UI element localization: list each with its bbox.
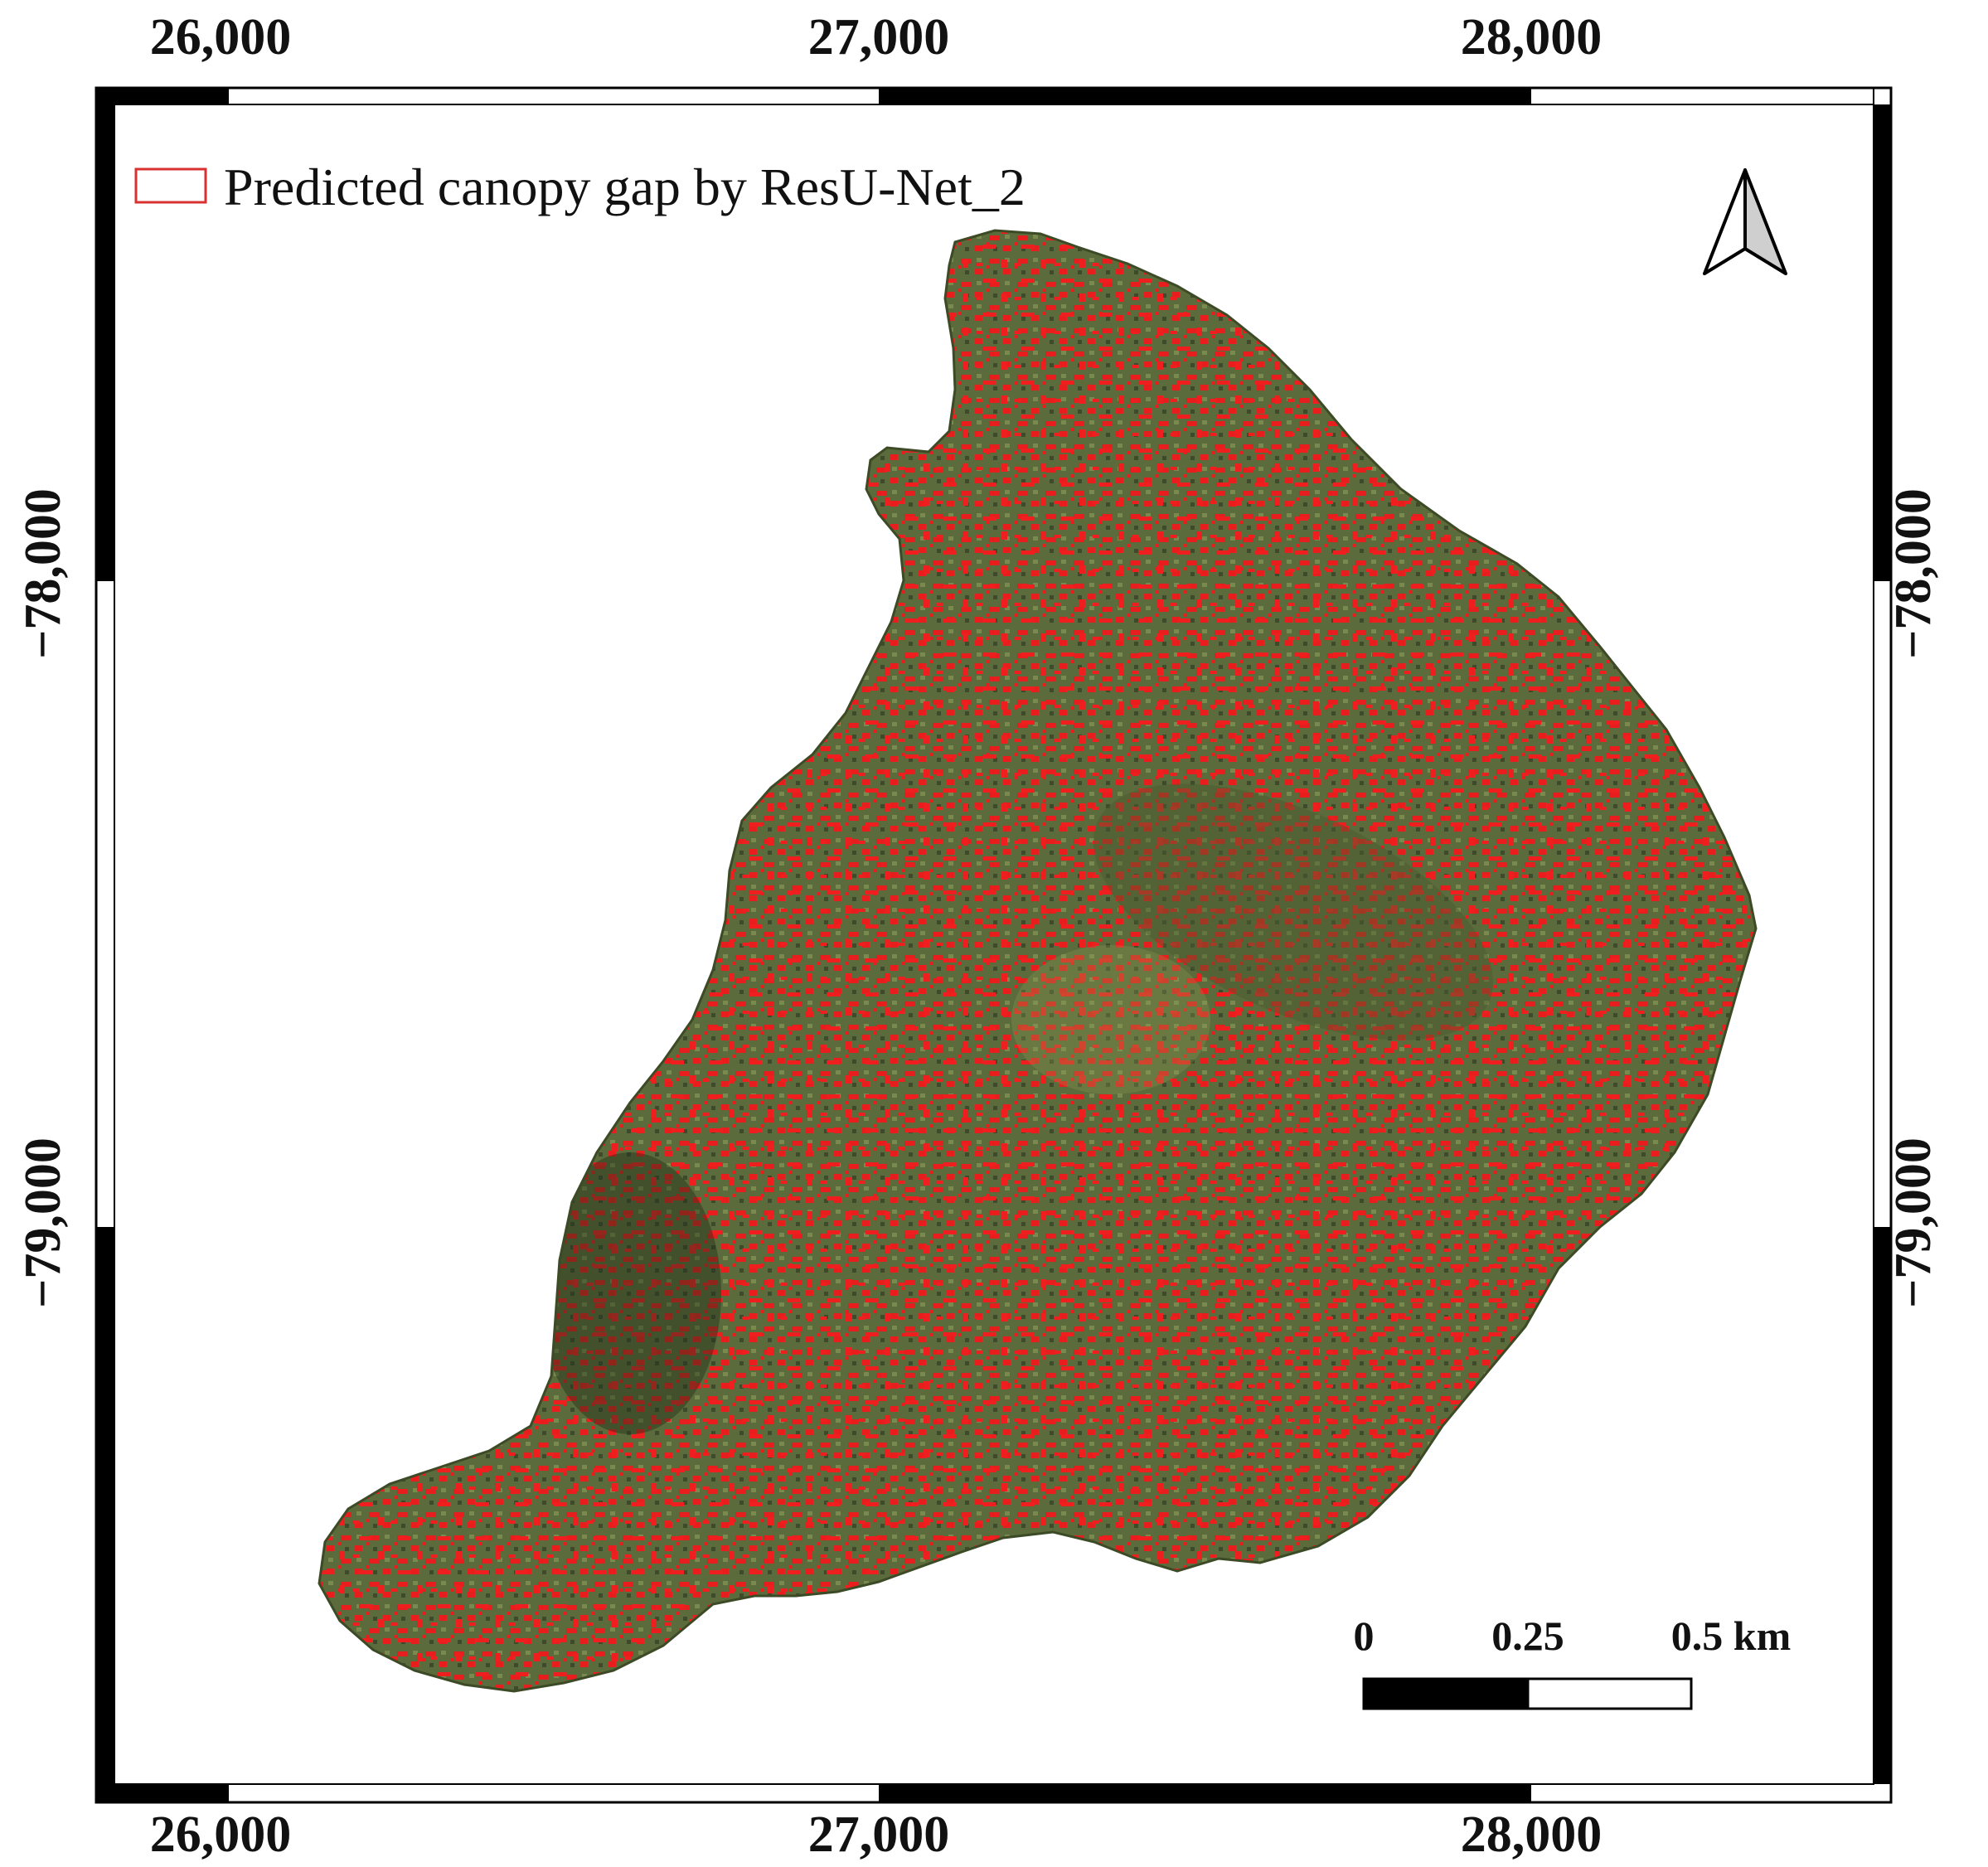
x-axis-bottom: 26,000 27,000 28,000 — [150, 1806, 1603, 1863]
x-tick-top: 27,000 — [808, 9, 950, 65]
x-tick-bottom: 27,000 — [808, 1806, 950, 1863]
x-tick-top: 28,000 — [1461, 9, 1603, 65]
x-tick-bottom: 28,000 — [1461, 1806, 1603, 1863]
scale-label-half: 0.5 km — [1671, 1612, 1791, 1659]
x-tick-bottom: 26,000 — [150, 1806, 292, 1863]
scale-label-0: 0 — [1354, 1612, 1375, 1659]
north-arrow-icon — [1703, 168, 1787, 275]
legend-swatch — [134, 167, 207, 204]
x-tick-top: 26,000 — [150, 9, 292, 65]
y-tick-right: −79,000 — [1885, 1137, 1942, 1308]
y-axis-left: −78,000 −79,000 — [15, 488, 71, 1308]
scale-label-quarter: 0.25 — [1491, 1612, 1564, 1659]
y-axis-right: −78,000 −79,000 — [1885, 488, 1942, 1308]
y-tick-left: −79,000 — [15, 1137, 71, 1308]
legend: Predicted canopy gap by ResU-Net_2 — [134, 158, 1026, 216]
legend-label: Predicted canopy gap by ResU-Net_2 — [224, 158, 1026, 216]
x-axis-top: 26,000 27,000 28,000 — [150, 9, 1603, 65]
y-tick-left: −78,000 — [15, 488, 71, 659]
scale-bar: 0 0.25 0.5 km — [1354, 1612, 1791, 1710]
y-tick-right: −78,000 — [1885, 488, 1942, 659]
